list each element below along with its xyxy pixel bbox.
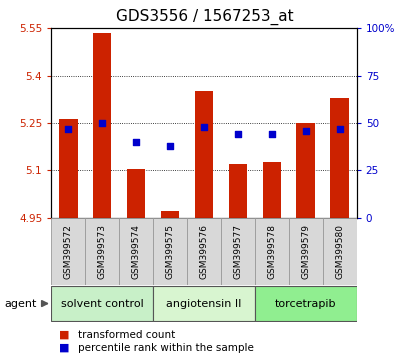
FancyBboxPatch shape [85, 218, 119, 285]
FancyBboxPatch shape [51, 218, 85, 285]
FancyBboxPatch shape [119, 218, 153, 285]
Text: GSM399575: GSM399575 [165, 224, 174, 279]
Text: GSM399578: GSM399578 [267, 224, 276, 279]
Point [99, 120, 105, 126]
Point [302, 128, 308, 133]
Bar [160, 211, 179, 218]
Bar [92, 33, 111, 218]
Text: GSM399576: GSM399576 [199, 224, 208, 279]
Text: percentile rank within the sample: percentile rank within the sample [78, 343, 253, 353]
Bar [296, 123, 315, 218]
FancyBboxPatch shape [153, 218, 187, 285]
Text: GSM399572: GSM399572 [63, 224, 72, 279]
Bar [194, 91, 213, 218]
Point [268, 132, 274, 137]
Point [336, 126, 342, 132]
Text: GDS3556 / 1567253_at: GDS3556 / 1567253_at [116, 9, 293, 25]
FancyBboxPatch shape [254, 218, 288, 285]
Bar [262, 162, 281, 218]
Text: ■: ■ [59, 330, 70, 339]
Point [65, 126, 71, 132]
FancyBboxPatch shape [288, 218, 322, 285]
Text: ■: ■ [59, 343, 70, 353]
Text: torcetrapib: torcetrapib [274, 298, 336, 309]
Point [133, 139, 139, 145]
Text: GSM399574: GSM399574 [131, 224, 140, 279]
FancyBboxPatch shape [220, 218, 254, 285]
FancyBboxPatch shape [51, 286, 153, 321]
FancyBboxPatch shape [153, 286, 254, 321]
Point [200, 124, 207, 130]
Text: agent: agent [4, 298, 36, 309]
Point [166, 143, 173, 149]
Text: GSM399580: GSM399580 [335, 224, 344, 279]
Text: angiotensin II: angiotensin II [166, 298, 241, 309]
Text: GSM399579: GSM399579 [301, 224, 310, 279]
FancyBboxPatch shape [187, 218, 220, 285]
FancyBboxPatch shape [322, 218, 356, 285]
Point [234, 132, 240, 137]
Bar [59, 119, 77, 218]
Bar [126, 169, 145, 218]
Text: transformed count: transformed count [78, 330, 175, 339]
Text: GSM399577: GSM399577 [233, 224, 242, 279]
Text: solvent control: solvent control [61, 298, 143, 309]
Text: GSM399573: GSM399573 [97, 224, 106, 279]
FancyBboxPatch shape [254, 286, 356, 321]
Bar [330, 98, 348, 218]
Bar [228, 164, 247, 218]
